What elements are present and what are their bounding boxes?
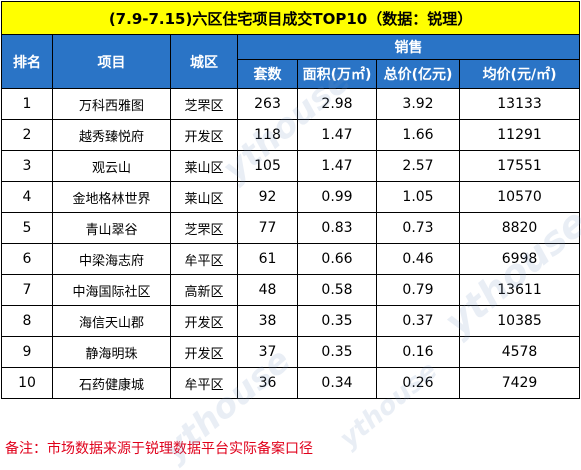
cell-total: 0.16 bbox=[376, 336, 460, 368]
cell-total: 0.37 bbox=[376, 305, 460, 337]
cell-total: 0.46 bbox=[376, 243, 460, 275]
table-row: 2 越秀臻悦府 开发区 118 1.47 1.66 11291 bbox=[1, 119, 581, 151]
cell-units: 92 bbox=[237, 181, 298, 213]
table-row: 4 金地格林世界 莱山区 92 0.99 1.05 10570 bbox=[1, 181, 581, 213]
header-sales: 销售 bbox=[236, 34, 581, 60]
cell-rank: 4 bbox=[1, 181, 53, 213]
cell-avg-price: 17551 bbox=[458, 150, 581, 182]
cell-avg-price: 7429 bbox=[458, 367, 581, 399]
cell-district: 开发区 bbox=[170, 305, 238, 337]
table-row: 1 万科西雅图 芝罘区 263 2.98 3.92 13133 bbox=[1, 88, 581, 120]
cell-rank: 6 bbox=[1, 243, 53, 275]
cell-district: 芝罘区 bbox=[170, 212, 238, 244]
cell-district: 莱山区 bbox=[170, 181, 238, 213]
cell-units: 105 bbox=[237, 150, 298, 182]
header-district: 城区 bbox=[170, 34, 238, 89]
cell-area: 0.58 bbox=[297, 274, 377, 306]
cell-area: 2.98 bbox=[297, 88, 377, 120]
table-row: 8 海信天山郡 开发区 38 0.35 0.37 10385 bbox=[1, 305, 581, 337]
header-row-2: 套数 面积(万㎡) 总价(亿元) 均价(元/㎡) bbox=[2, 59, 581, 89]
table-row: 6 中梁海志府 牟平区 61 0.66 0.46 6998 bbox=[1, 243, 581, 275]
table-body: 1 万科西雅图 芝罘区 263 2.98 3.92 13133 2 越秀臻悦府 … bbox=[1, 88, 581, 399]
cell-units: 36 bbox=[237, 367, 298, 399]
cell-district: 芝罘区 bbox=[170, 88, 238, 120]
cell-area: 1.47 bbox=[297, 150, 377, 182]
header-total: 总价(亿元) bbox=[376, 59, 460, 89]
table-row: 3 观云山 莱山区 105 1.47 2.57 17551 bbox=[1, 150, 581, 182]
cell-project: 石药健康城 bbox=[52, 367, 171, 399]
cell-avg-price: 13133 bbox=[458, 88, 581, 120]
cell-project: 万科西雅图 bbox=[52, 88, 171, 120]
cell-rank: 10 bbox=[1, 367, 53, 399]
table-row: 5 青山翠谷 芝罘区 77 0.83 0.73 8820 bbox=[1, 212, 581, 244]
cell-units: 118 bbox=[237, 119, 298, 151]
header-units: 套数 bbox=[237, 59, 298, 89]
header-rank: 排名 bbox=[1, 34, 53, 89]
cell-units: 61 bbox=[237, 243, 298, 275]
cell-units: 77 bbox=[237, 212, 298, 244]
header-row-1: 排名 项目 城区 销售 bbox=[1, 34, 581, 89]
cell-units: 48 bbox=[237, 274, 298, 306]
cell-district: 莱山区 bbox=[170, 150, 238, 182]
source-footnote: 备注：市场数据来源于锐理数据平台实际备案口径 bbox=[5, 441, 313, 457]
cell-avg-price: 11291 bbox=[458, 119, 581, 151]
cell-avg-price: 13611 bbox=[458, 274, 581, 306]
cell-rank: 3 bbox=[1, 150, 53, 182]
cell-units: 38 bbox=[237, 305, 298, 337]
cell-total: 0.26 bbox=[376, 367, 460, 399]
cell-project: 青山翠谷 bbox=[52, 212, 171, 244]
cell-area: 0.35 bbox=[297, 336, 377, 368]
cell-units: 263 bbox=[237, 88, 298, 120]
cell-district: 牟平区 bbox=[170, 367, 238, 399]
cell-project: 海信天山郡 bbox=[52, 305, 171, 337]
header-area: 面积(万㎡) bbox=[297, 59, 377, 89]
cell-project: 静海明珠 bbox=[52, 336, 171, 368]
cell-total: 1.05 bbox=[376, 181, 460, 213]
cell-area: 1.47 bbox=[297, 119, 377, 151]
cell-avg-price: 10570 bbox=[458, 181, 581, 213]
cell-avg-price: 10385 bbox=[458, 305, 581, 337]
cell-rank: 1 bbox=[1, 88, 53, 120]
cell-total: 0.79 bbox=[376, 274, 460, 306]
cell-area: 0.66 bbox=[297, 243, 377, 275]
cell-project: 中海国际社区 bbox=[52, 274, 171, 306]
cell-area: 0.34 bbox=[297, 367, 377, 399]
cell-district: 牟平区 bbox=[170, 243, 238, 275]
cell-district: 开发区 bbox=[170, 119, 238, 151]
table-row: 9 静海明珠 开发区 37 0.35 0.16 4578 bbox=[1, 336, 581, 368]
cell-rank: 5 bbox=[1, 212, 53, 244]
cell-project: 观云山 bbox=[52, 150, 171, 182]
sales-ranking-table: (7.9-7.15)六区住宅项目成交TOP10（数据：锐理） 排名 项目 城区 … bbox=[0, 1, 581, 399]
cell-rank: 8 bbox=[1, 305, 53, 337]
cell-avg-price: 6998 bbox=[458, 243, 581, 275]
header-project: 项目 bbox=[52, 34, 171, 89]
cell-total: 2.57 bbox=[376, 150, 460, 182]
cell-total: 3.92 bbox=[376, 88, 460, 120]
table-row: 7 中海国际社区 高新区 48 0.58 0.79 13611 bbox=[1, 274, 581, 306]
cell-area: 0.99 bbox=[297, 181, 377, 213]
cell-total: 0.73 bbox=[376, 212, 460, 244]
cell-area: 0.35 bbox=[297, 305, 377, 337]
table-row: 10 石药健康城 牟平区 36 0.34 0.26 7429 bbox=[1, 367, 581, 399]
cell-district: 高新区 bbox=[170, 274, 238, 306]
cell-total: 1.66 bbox=[376, 119, 460, 151]
table-title: (7.9-7.15)六区住宅项目成交TOP10（数据：锐理） bbox=[0, 1, 581, 35]
cell-avg-price: 8820 bbox=[458, 212, 581, 244]
cell-project: 越秀臻悦府 bbox=[52, 119, 171, 151]
cell-rank: 7 bbox=[1, 274, 53, 306]
cell-units: 37 bbox=[237, 336, 298, 368]
cell-project: 金地格林世界 bbox=[52, 181, 171, 213]
cell-area: 0.83 bbox=[297, 212, 377, 244]
cell-project: 中梁海志府 bbox=[52, 243, 171, 275]
cell-district: 开发区 bbox=[170, 336, 238, 368]
cell-rank: 2 bbox=[1, 119, 53, 151]
header-avg-price: 均价(元/㎡) bbox=[458, 59, 581, 89]
cell-rank: 9 bbox=[1, 336, 53, 368]
cell-avg-price: 4578 bbox=[458, 336, 581, 368]
